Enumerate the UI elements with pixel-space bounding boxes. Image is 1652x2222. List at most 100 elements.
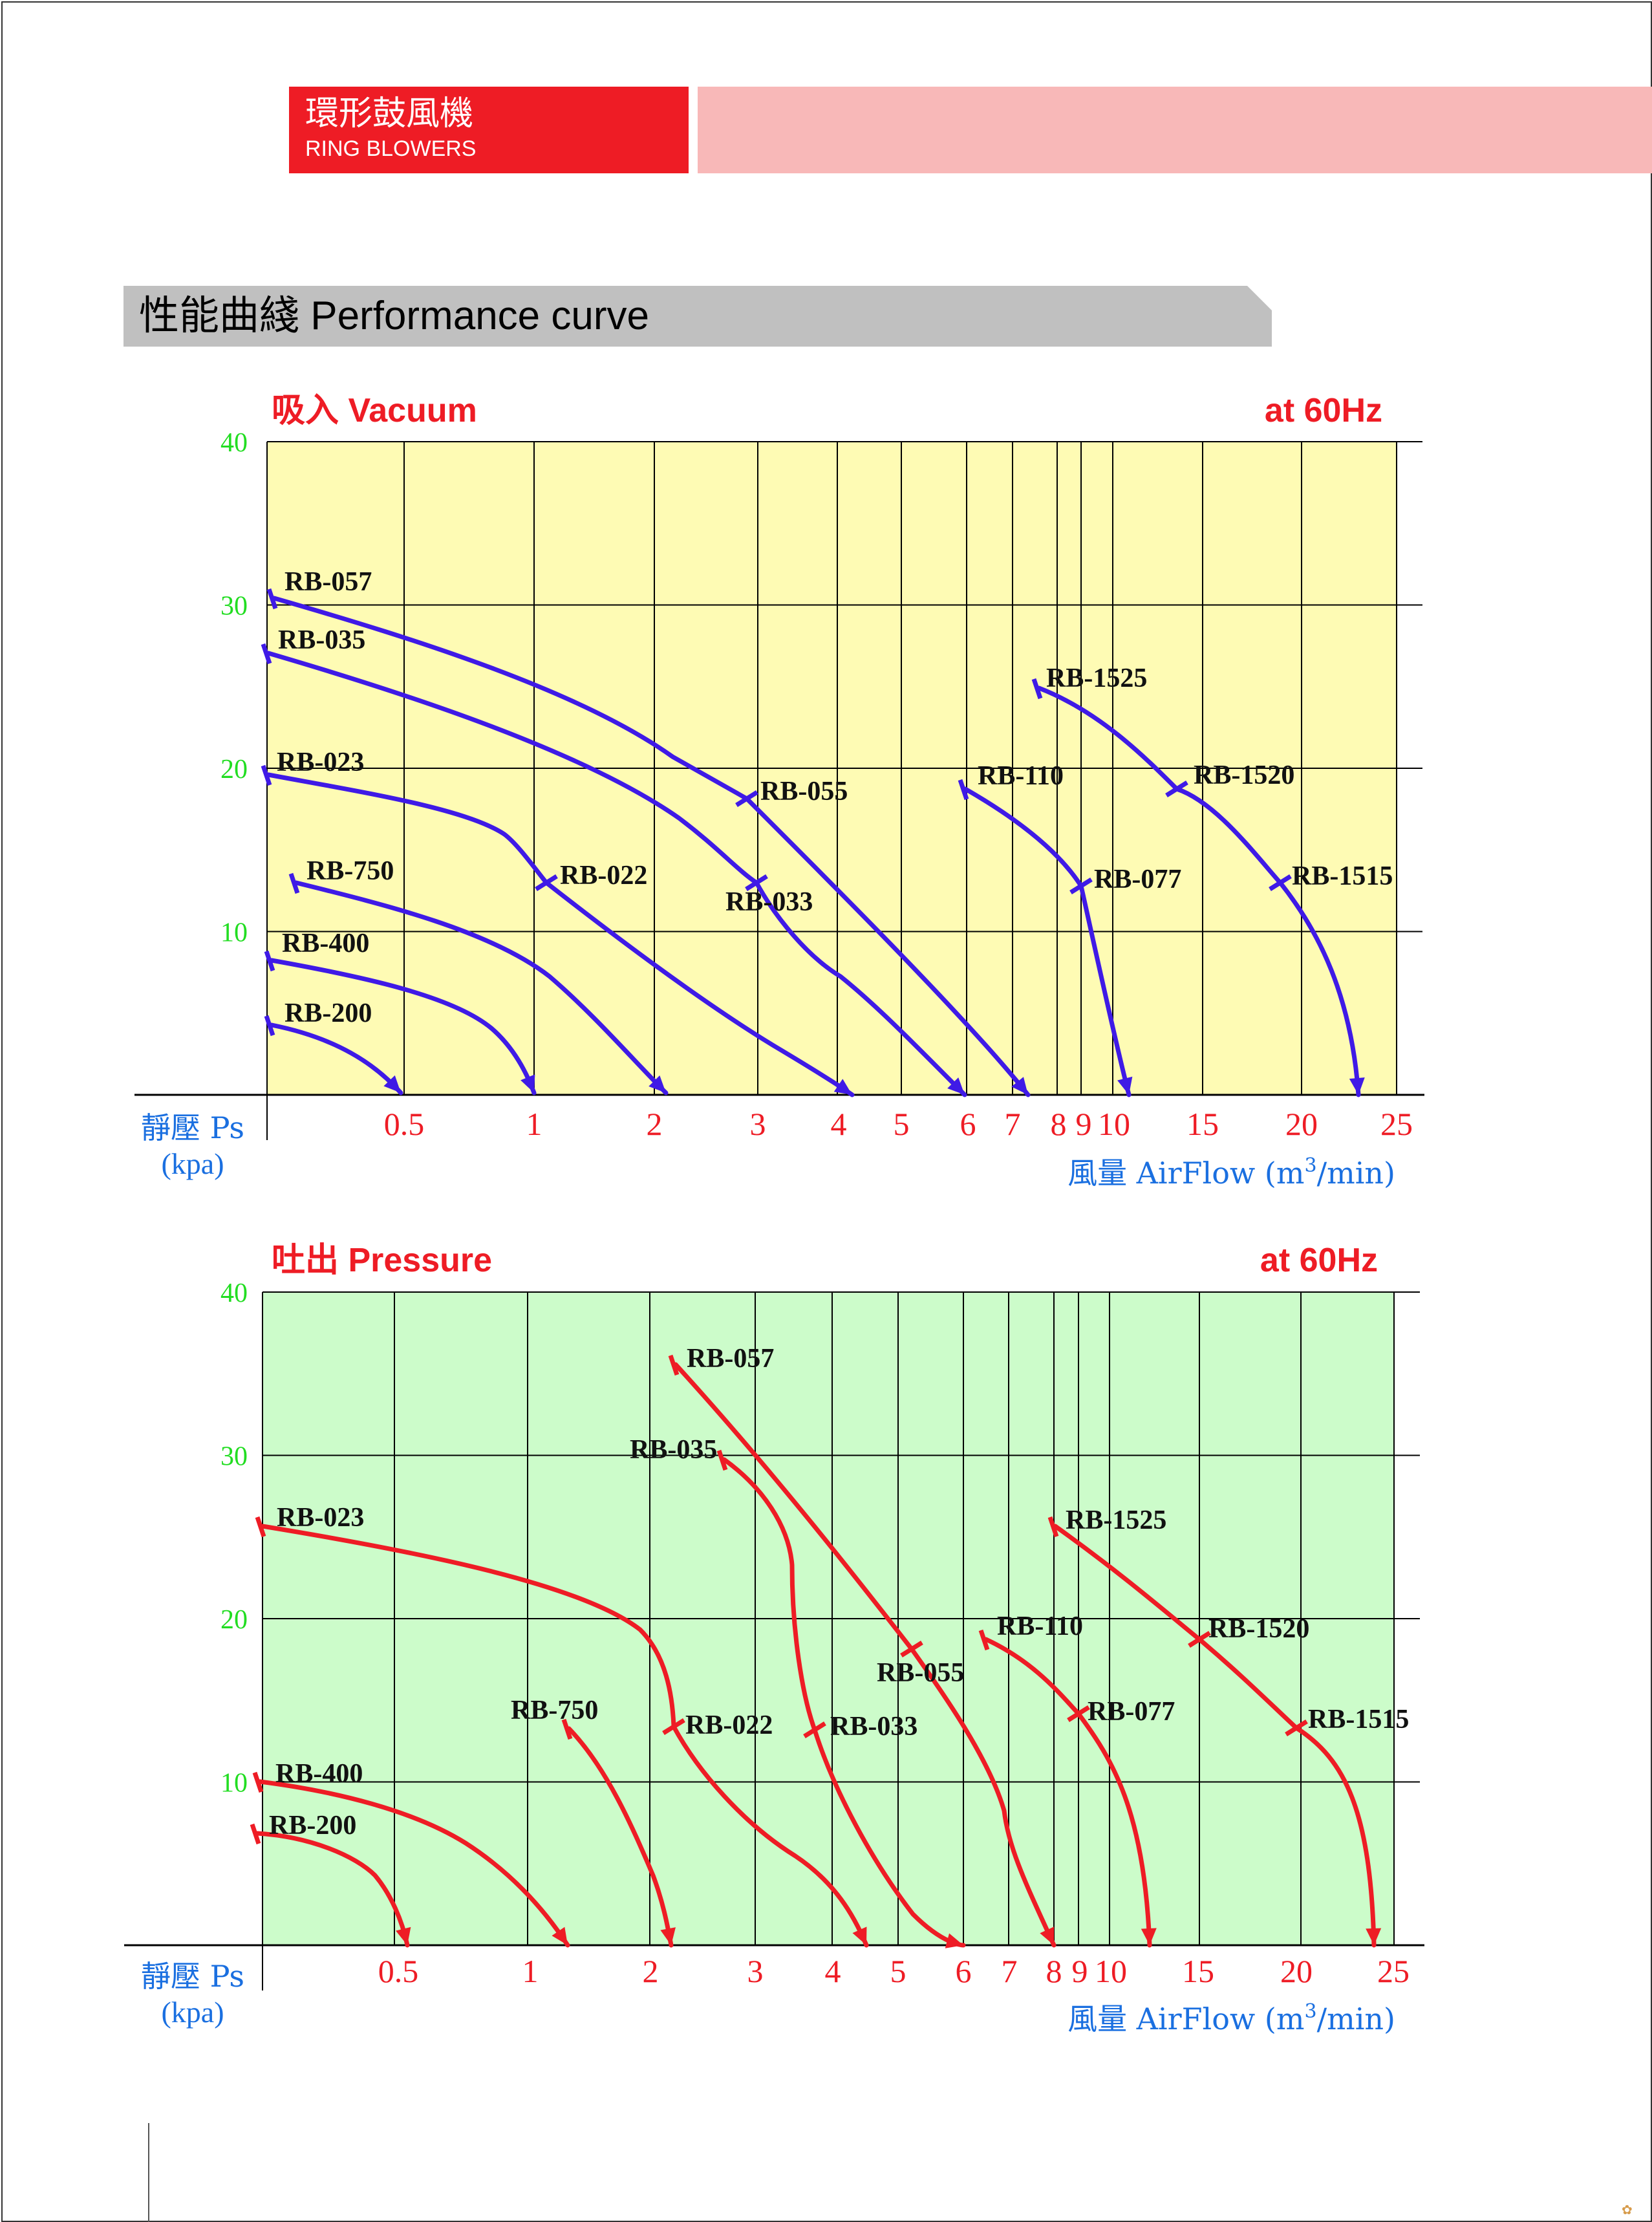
- curve-arrowhead: [660, 1927, 676, 1945]
- curve-segment-tick: [662, 1718, 685, 1735]
- y-axis-label: 靜壓 Ps: [141, 1110, 244, 1145]
- curve-start-tick: [264, 950, 275, 972]
- model-label: RB-022: [560, 861, 647, 890]
- curve-line: [1053, 1524, 1377, 1948]
- brand-title-chinese: 環形鼓風機: [305, 94, 474, 133]
- model-label: RB-022: [685, 1710, 773, 1740]
- series-rb-110: [958, 779, 1133, 1097]
- model-label: RB-1525: [1046, 663, 1147, 693]
- model-label: RB-077: [1088, 1697, 1175, 1727]
- x-tick-label: 1: [526, 1106, 542, 1142]
- brand-block: [289, 87, 689, 173]
- x-tick-label: 8: [1046, 1953, 1062, 1989]
- curve-arrowhead: [383, 1075, 401, 1093]
- section-header-bar: [123, 286, 1272, 347]
- curve-segment-tick: [535, 874, 558, 891]
- x-axis-label: 風量 AirFlow (m3/min): [1067, 1154, 1395, 1191]
- model-label: RB-057: [284, 567, 372, 597]
- curve-start-tick: [266, 588, 278, 610]
- model-label: RB-1515: [1292, 861, 1393, 891]
- curve-arrowhead: [1011, 1077, 1028, 1095]
- model-label: RB-750: [306, 856, 394, 886]
- curve-arrowhead: [396, 1926, 411, 1945]
- curve-arrowhead: [1117, 1076, 1133, 1095]
- series-rb-200: [264, 1015, 403, 1095]
- x-tick-label: 20: [1285, 1106, 1318, 1142]
- curve-line: [266, 772, 855, 1097]
- curve-start-tick: [250, 1823, 261, 1845]
- curve-line: [673, 1362, 1057, 1948]
- model-label: RB-1525: [1066, 1505, 1166, 1535]
- x-tick-label: 9: [1076, 1106, 1092, 1142]
- model-label: RB-200: [269, 1811, 356, 1840]
- curve-line: [260, 1524, 869, 1948]
- x-tick-label: 15: [1182, 1953, 1214, 1989]
- x-tick-label: 15: [1186, 1106, 1219, 1142]
- x-tick-label: 2: [647, 1106, 663, 1142]
- y-tick-label: 20: [220, 755, 248, 784]
- curve-segment-tick: [735, 790, 758, 807]
- curve-line: [255, 1831, 410, 1948]
- curve-arrowhead: [552, 1926, 568, 1945]
- curve-start-tick: [668, 1354, 680, 1376]
- x-tick-label: 4: [831, 1106, 847, 1142]
- series-rb-400: [264, 950, 537, 1095]
- y-tick-label: 40: [220, 1278, 248, 1308]
- model-label: RB-1515: [1308, 1705, 1409, 1734]
- curve-start-tick: [252, 1771, 264, 1793]
- curve-start-tick: [561, 1718, 573, 1740]
- series-rb-110: [978, 1629, 1157, 1948]
- curve-arrowhead: [1349, 1077, 1365, 1095]
- y-axis-unit: (kpa): [161, 1147, 224, 1180]
- header-band: [698, 87, 1652, 173]
- x-tick-label: 7: [1002, 1953, 1018, 1989]
- y-tick-label: 10: [220, 918, 248, 948]
- curve-line: [963, 786, 1132, 1097]
- series-rb-035: [716, 1449, 966, 1948]
- series-rb-057: [668, 1354, 1057, 1948]
- chart-title: 吸入 Vacuum: [272, 392, 477, 429]
- curve-arrowhead: [1141, 1928, 1157, 1945]
- x-tick-label: 6: [960, 1106, 976, 1142]
- x-axis-label: 風量 AirFlow (m3/min): [1067, 2000, 1395, 2036]
- x-tick-label: 25: [1380, 1106, 1413, 1142]
- curve-segment-tick: [745, 874, 768, 891]
- x-tick-label: 9: [1072, 1953, 1088, 1989]
- series-rb-200: [250, 1823, 411, 1948]
- model-label: RB-055: [877, 1658, 964, 1688]
- curve-segment-tick: [900, 1641, 923, 1657]
- curve-line: [269, 958, 537, 1095]
- y-tick-label: 30: [220, 592, 248, 621]
- model-label: RB-110: [997, 1612, 1083, 1641]
- model-label: RB-057: [687, 1344, 774, 1374]
- curve-arrowhead: [520, 1074, 535, 1093]
- curve-segment-tick: [803, 1721, 826, 1738]
- model-label: RB-023: [277, 748, 364, 777]
- section-title: 性能曲綫 Performance curve: [139, 294, 649, 338]
- curve-start-tick: [958, 779, 969, 801]
- curve-segment-tick: [1188, 1631, 1211, 1648]
- curve-segment-tick: [1269, 874, 1292, 891]
- x-tick-label: 7: [1005, 1106, 1021, 1142]
- curve-line: [566, 1726, 674, 1948]
- series-rb-400: [252, 1771, 570, 1948]
- model-label: RB-033: [830, 1712, 917, 1742]
- x-tick-label: 20: [1280, 1953, 1313, 1989]
- brand-title-english: RING BLOWERS: [305, 136, 477, 161]
- curve-start-tick: [261, 764, 272, 786]
- model-label: RB-033: [725, 887, 813, 917]
- curve-start-tick: [288, 872, 300, 894]
- x-tick-label: 4: [825, 1953, 841, 1989]
- curve-start-tick: [261, 643, 272, 665]
- y-tick-label: 40: [220, 428, 248, 458]
- curve-start-tick: [978, 1629, 990, 1651]
- curve-line: [294, 880, 669, 1095]
- series-rb-035: [261, 643, 967, 1097]
- curve-arrowhead: [649, 1075, 666, 1093]
- series-rb-023: [261, 764, 855, 1097]
- curve-start-tick: [716, 1449, 728, 1471]
